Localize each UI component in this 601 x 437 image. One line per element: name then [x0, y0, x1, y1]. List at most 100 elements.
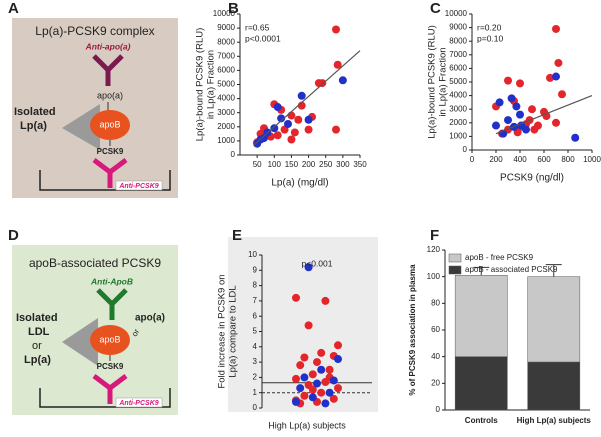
legend-swatch [448, 265, 462, 275]
y-tick-label: 1 [253, 388, 258, 397]
legend-label: apoB - associated PCSK9 [465, 265, 558, 274]
error-bar [545, 264, 562, 277]
x-axis-label: Lp(a) (mg/dl) [271, 178, 328, 189]
y-tick-label: 10 [248, 250, 257, 259]
x-tick-label: 1000 [583, 155, 601, 164]
capture-antibody-label: Anti-ApoB [90, 276, 133, 286]
point [571, 133, 580, 142]
connector-label: or [130, 327, 142, 338]
protein-label: PCSK9 [97, 147, 124, 156]
panel-label: A [8, 0, 19, 17]
point [325, 388, 334, 397]
point [492, 121, 500, 130]
point [516, 110, 524, 119]
y-tick-label: 120 [427, 245, 441, 254]
y-tick-label: 6 [253, 311, 258, 320]
point [507, 94, 516, 103]
detection-antibody [92, 374, 128, 404]
point [284, 119, 292, 128]
y-tick-label: 8000 [449, 36, 467, 45]
y-tick-label: 10000 [213, 9, 236, 18]
point [277, 114, 286, 123]
y-tick-label: 3000 [449, 104, 467, 113]
point [292, 397, 300, 406]
legend-label: apoB - free PCSK9 [465, 253, 534, 262]
y-tick-label: 1000 [449, 132, 467, 141]
y-tick-label: 10000 [445, 9, 468, 18]
point [253, 139, 262, 148]
point [512, 102, 521, 111]
point [287, 135, 296, 144]
isolated-line: Isolated [16, 312, 58, 324]
point [313, 358, 321, 367]
point [304, 125, 313, 134]
y-tick-label: 1000 [217, 136, 235, 145]
point [325, 365, 334, 374]
y-axis-label: Lp(a) compare to LDL [228, 285, 239, 377]
diagram-a: Lp(a)-PCSK9 complex Anti-apo(a) apo(a) I… [12, 18, 178, 198]
bar-segment [527, 276, 581, 363]
diagram-title: apoB-associated PCSK9 [29, 256, 161, 270]
y-tick-label: 0 [436, 405, 441, 414]
point [317, 348, 326, 357]
bar-segment [527, 361, 581, 411]
point [321, 399, 330, 408]
bar-segment [454, 275, 508, 357]
point [304, 263, 313, 272]
point [334, 341, 342, 350]
y-tick-label: 2000 [217, 122, 235, 131]
point [504, 76, 512, 85]
y-axis-label: in Lp(a) Fraction [438, 47, 449, 116]
y-tick-label: 3 [253, 357, 258, 366]
annotation: p<0.0001 [245, 33, 281, 43]
apo-label: apo(a) [97, 90, 123, 100]
point [552, 24, 560, 33]
point [292, 374, 300, 383]
point [318, 79, 327, 88]
point [300, 353, 309, 362]
isolated-line: LDL [28, 326, 50, 338]
detection-antibody [92, 158, 128, 188]
point [558, 90, 566, 99]
y-tick-label: 20 [431, 378, 440, 387]
point [287, 111, 296, 120]
y-axis-label: Fold increase in PCSK9 on [217, 274, 228, 388]
point [297, 91, 306, 100]
y-axis-label: % of PCSK9 association in plasma [408, 264, 417, 396]
y-axis-label: Lp(a)-bound PCSK9 (RLU) [427, 25, 438, 139]
diagram-d: apoB-associated PCSK9 Anti-ApoB apo(a) o… [12, 245, 178, 415]
point [338, 76, 347, 85]
y-tick-label: 8000 [217, 37, 235, 46]
y-tick-label: 4000 [449, 91, 467, 100]
point [333, 60, 342, 69]
y-tick-label: 0 [463, 145, 468, 154]
point [296, 361, 305, 370]
point [332, 125, 340, 134]
x-tick-label: 0 [470, 155, 475, 164]
x-tick-label: 200 [302, 160, 316, 169]
y-tick-label: 5 [253, 327, 258, 336]
fit-line [495, 95, 593, 135]
point [290, 128, 299, 137]
point [546, 73, 554, 82]
point [317, 365, 326, 374]
point [304, 321, 313, 330]
capture-antibody [96, 288, 128, 320]
x-tick-label: 150 [285, 160, 299, 169]
y-axis-label: Lp(a)-bound PCSK9 (RLU) [195, 28, 206, 142]
y-tick-label: 100 [427, 272, 441, 281]
fit-line [253, 50, 361, 146]
label-box [115, 180, 163, 191]
panel-label: F [430, 227, 439, 244]
y-tick-label: 60 [431, 325, 440, 334]
x-axis-label: High Lp(a) subjects [268, 420, 346, 430]
point [260, 134, 268, 143]
y-tick-label: 8 [253, 281, 258, 290]
point [304, 115, 313, 124]
y-tick-label: 4 [253, 342, 258, 351]
y-tick-label: 9000 [449, 23, 467, 32]
isolated-line: Lp(a) [20, 120, 47, 132]
detection-antibody-label: Anti-PCSK9 [118, 400, 158, 407]
y-tick-label: 40 [431, 352, 440, 361]
point [334, 384, 342, 393]
